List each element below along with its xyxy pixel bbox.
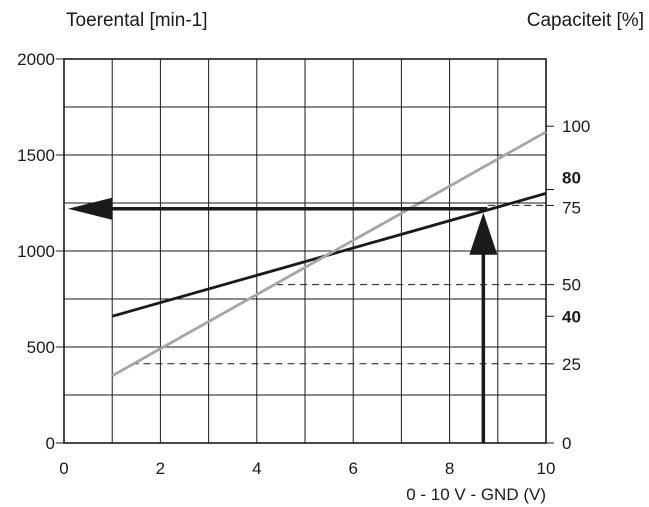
reading-arrows [64, 197, 546, 443]
vertical-arrow-head [469, 212, 498, 255]
x-tick-label: 2 [156, 459, 165, 478]
right-axis-title: Capaciteit [%] [527, 10, 644, 31]
left-tick-label: 1000 [17, 242, 55, 261]
left-axis-title: Toerental [min-1] [66, 10, 208, 31]
right-tick-label: 75 [562, 198, 581, 217]
left-tick-label: 2000 [17, 50, 55, 69]
right-tick-labels: 0 25 40 50 75 80 100 [546, 117, 590, 453]
left-tick-labels: 0 500 1000 1500 2000 [17, 50, 64, 453]
x-tick-label: 6 [348, 459, 357, 478]
left-tick-label: 1500 [17, 146, 55, 165]
x-tick-label: 10 [537, 459, 556, 478]
x-tick-label: 0 [59, 459, 68, 478]
x-axis-title: 0 - 10 V - GND (V) [406, 485, 546, 504]
capacity-reference-lines [131, 204, 546, 365]
right-tick-label: 40 [562, 307, 581, 326]
right-tick-label: 80 [562, 169, 581, 188]
right-tick-label: 25 [562, 355, 581, 374]
x-tick-labels: 0 2 4 6 8 10 [59, 459, 555, 478]
right-tick-label: 0 [562, 434, 571, 453]
right-tick-label: 50 [562, 276, 581, 295]
left-tick-label: 500 [27, 338, 55, 357]
series-line-2 [111, 130, 547, 378]
right-tick-label: 100 [562, 117, 590, 136]
x-tick-label: 4 [252, 459, 261, 478]
series-lines [111, 130, 547, 378]
horizontal-arrow-head [68, 197, 112, 220]
left-tick-label: 0 [46, 434, 55, 453]
x-tick-label: 8 [445, 459, 454, 478]
